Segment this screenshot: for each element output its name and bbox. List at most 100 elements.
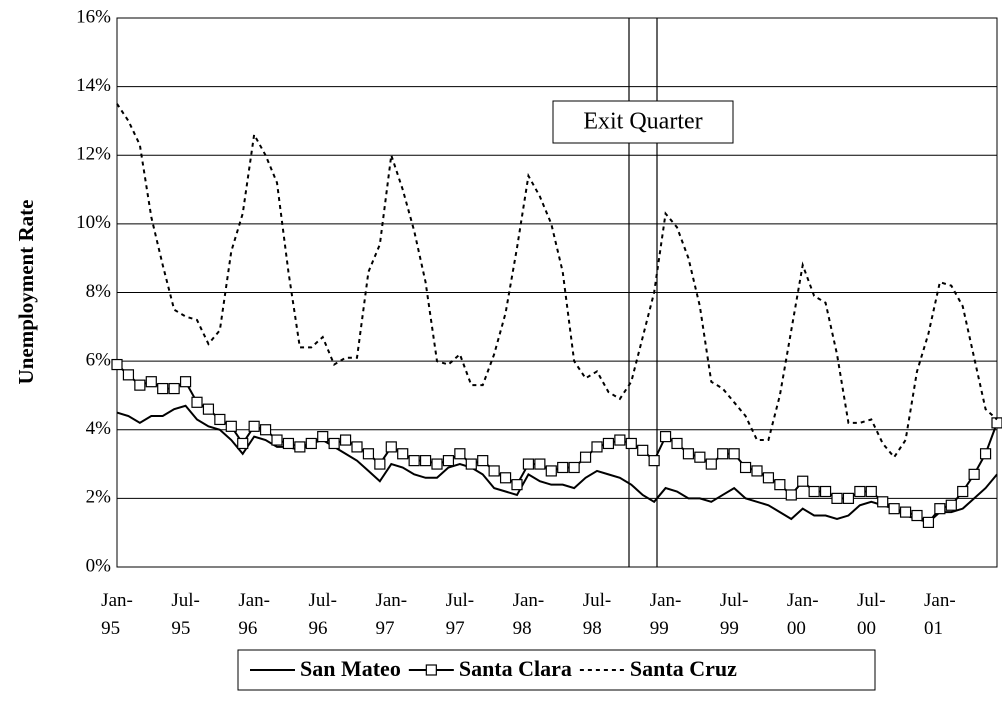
- x-tick-label: Jan-97: [375, 590, 408, 639]
- point-marker: [397, 448, 409, 460]
- point-marker: [419, 455, 432, 467]
- legend-box: [237, 649, 876, 691]
- point-marker: [614, 434, 626, 446]
- x-tick-label: Jan-01: [924, 590, 956, 639]
- y-tick-label: 2%: [86, 487, 112, 508]
- point-marker: [305, 437, 317, 450]
- annotation-box: [552, 100, 734, 144]
- point-marker: [877, 496, 889, 508]
- point-marker: [625, 437, 637, 450]
- point-marker: [294, 441, 306, 453]
- point-marker: [214, 413, 226, 426]
- point-marker: [179, 376, 192, 388]
- point-marker: [477, 455, 489, 467]
- point-marker: [511, 479, 523, 491]
- point-marker: [271, 434, 283, 446]
- point-marker: [957, 485, 969, 498]
- point-marker: [225, 420, 237, 432]
- point-marker: [968, 468, 980, 480]
- y-tick-label: 6%: [86, 349, 112, 370]
- y-tick-label: 8%: [86, 281, 112, 302]
- point-marker: [671, 437, 683, 450]
- point-marker: [945, 499, 957, 511]
- point-marker: [259, 424, 272, 436]
- point-marker: [351, 441, 363, 453]
- point-marker: [797, 475, 809, 487]
- point-marker: [431, 458, 443, 470]
- series-line: [116, 404, 998, 524]
- point-marker: [659, 431, 672, 443]
- point-marker: [499, 472, 512, 484]
- legend-marker: [425, 664, 437, 676]
- point-marker: [339, 434, 352, 446]
- point-marker: [385, 441, 397, 453]
- point-marker: [134, 379, 146, 391]
- point-marker: [991, 417, 1002, 429]
- annotation: Exit Quarter: [583, 109, 702, 135]
- point-marker: [899, 506, 912, 518]
- point-marker: [202, 403, 215, 415]
- point-marker: [374, 458, 386, 470]
- point-marker: [568, 461, 580, 474]
- y-tick-label: 14%: [76, 75, 111, 96]
- point-marker: [934, 503, 946, 515]
- point-marker: [248, 420, 260, 432]
- point-marker: [728, 448, 740, 460]
- point-marker: [922, 516, 935, 528]
- point-marker: [842, 492, 855, 504]
- series-line: [116, 103, 998, 459]
- point-marker: [694, 451, 706, 463]
- x-tick-label: Jul-99: [719, 590, 749, 639]
- point-marker: [465, 458, 477, 470]
- point-marker: [785, 489, 797, 501]
- point-marker: [122, 369, 135, 381]
- point-marker: [739, 461, 752, 474]
- point-marker: [762, 472, 775, 484]
- y-tick-label: 0%: [86, 555, 112, 576]
- point-marker: [328, 437, 340, 450]
- point-marker: [408, 455, 420, 467]
- point-marker: [911, 509, 923, 522]
- x-tick-label: Jan-99: [649, 590, 682, 639]
- x-tick-label: Jan-95: [101, 590, 133, 639]
- point-marker: [637, 444, 649, 456]
- point-marker: [237, 437, 249, 450]
- x-tick-label: Jan-00: [786, 590, 819, 639]
- legend-label: Santa Clara: [459, 656, 572, 681]
- point-marker: [488, 465, 500, 477]
- point-marker: [145, 376, 157, 388]
- point-marker: [442, 455, 455, 467]
- point-marker: [831, 492, 843, 504]
- x-tick-label: Jan-98: [512, 590, 545, 639]
- point-marker: [362, 448, 375, 460]
- point-marker: [819, 485, 832, 498]
- x-tick-label: Jul-98: [582, 590, 612, 639]
- point-marker: [751, 465, 763, 477]
- point-marker: [979, 448, 992, 460]
- point-marker: [808, 485, 820, 498]
- point-marker: [191, 396, 203, 408]
- point-marker: [111, 358, 123, 371]
- point-marker: [854, 485, 866, 498]
- point-marker: [591, 441, 603, 453]
- point-marker: [317, 431, 329, 443]
- point-marker: [534, 458, 546, 470]
- point-marker: [865, 485, 877, 498]
- y-tick-label: 16%: [76, 6, 111, 27]
- point-marker: [648, 455, 660, 467]
- point-marker: [579, 451, 592, 463]
- point-marker: [557, 461, 569, 474]
- y-tick-label: 12%: [76, 144, 111, 165]
- y-tick-label: 10%: [76, 212, 111, 233]
- point-marker: [602, 437, 615, 450]
- x-tick-label: Jul-96: [308, 590, 337, 639]
- point-marker: [545, 465, 557, 477]
- point-marker: [774, 479, 786, 491]
- x-tick-label: Jul-97: [445, 590, 475, 639]
- point-marker: [282, 437, 295, 450]
- point-marker: [168, 382, 180, 395]
- point-marker: [454, 448, 466, 460]
- point-marker: [157, 382, 169, 395]
